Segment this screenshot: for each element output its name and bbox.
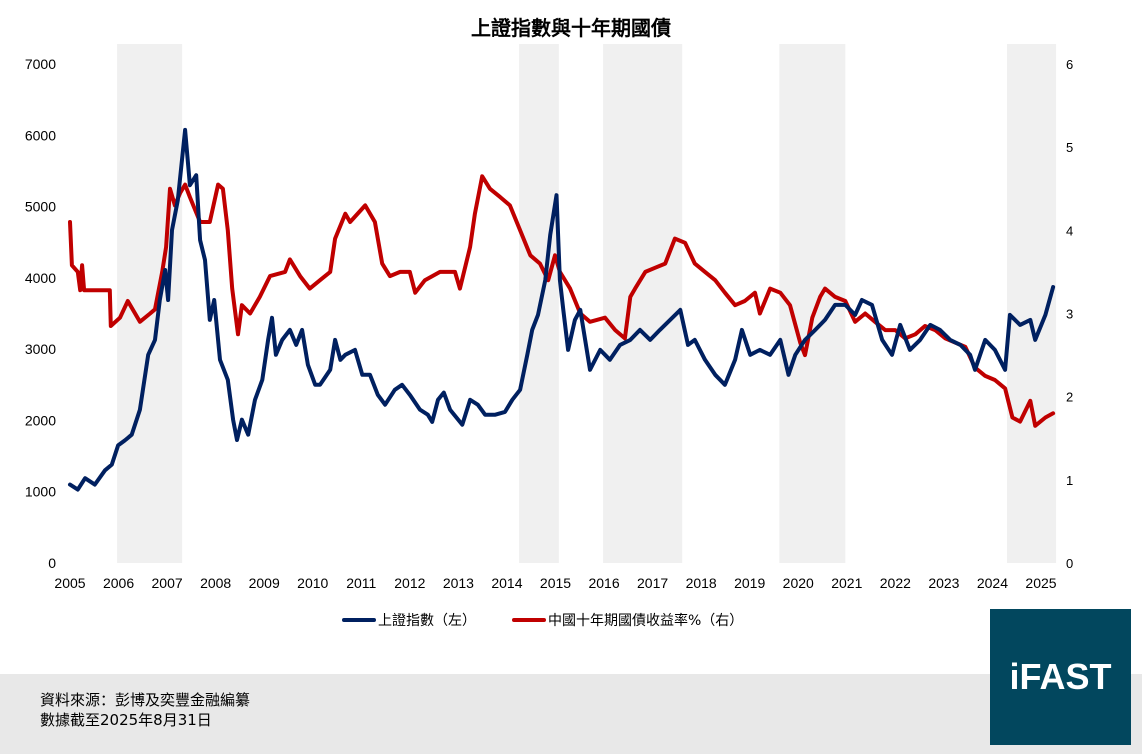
- legend-swatch-sse: [342, 618, 376, 622]
- left-axis-tick-label: 2000: [25, 412, 56, 428]
- source-text: 資料來源：彭博及奕豐金融編纂: [40, 691, 251, 709]
- shaded-period: [603, 44, 683, 563]
- chart-title: 上證指數與十年期國債: [471, 16, 671, 40]
- x-axis-tick-label: 2021: [831, 575, 862, 591]
- x-axis-tick-label: 2005: [54, 575, 85, 591]
- series-lines: [68, 127, 1056, 492]
- data-date-text: 數據截至2025年8月31日: [40, 711, 212, 729]
- left-axis-tick-label: 3000: [25, 341, 56, 357]
- x-axis-tick-label: 2015: [540, 575, 571, 591]
- source-note: 資料來源：彭博及奕豐金融編纂 數據截至2025年8月31日: [40, 690, 250, 730]
- legend-item-yield: 中國十年期國債收益率%（右）: [512, 610, 743, 630]
- x-axis-tick-label: 2024: [977, 575, 1008, 591]
- right-axis-tick-label: 3: [1066, 307, 1073, 322]
- sse-index-line: [68, 127, 1056, 492]
- ifast-logo: iFAST: [990, 609, 1131, 745]
- left-axis-tick-label: 1000: [25, 484, 56, 500]
- footer: 資料來源：彭博及奕豐金融編纂 數據截至2025年8月31日: [0, 674, 1142, 754]
- x-axis-tick-label: 2019: [734, 575, 765, 591]
- x-axis-tick-label: 2006: [103, 575, 134, 591]
- x-axis-tick-label: 2023: [928, 575, 959, 591]
- x-axis-tick-label: 2008: [200, 575, 231, 591]
- x-axis-tick-label: 2018: [686, 575, 717, 591]
- x-axis-tick-label: 2012: [394, 575, 425, 591]
- shaded-periods: [117, 44, 1057, 563]
- x-axis-tick-label: 2010: [297, 575, 328, 591]
- x-axis-tick-label: 2014: [491, 575, 522, 591]
- x-axis-tick-label: 2007: [152, 575, 183, 591]
- legend-label-yield: 中國十年期國債收益率%（右）: [548, 613, 744, 629]
- x-axis-tick-label: 2020: [783, 575, 814, 591]
- legend-label-sse: 上證指數（左）: [378, 613, 476, 629]
- right-axis-tick-label: 4: [1066, 223, 1073, 238]
- x-axis-tick-label: 2016: [588, 575, 619, 591]
- left-axis-tick-label: 0: [48, 555, 56, 571]
- bond-yield-line: [68, 174, 1056, 428]
- x-axis-tick-label: 2025: [1025, 575, 1056, 591]
- x-axis-tick-label: 2009: [249, 575, 280, 591]
- legend-item-sse: 上證指數（左）: [342, 610, 476, 630]
- legend: 上證指數（左） 中國十年期國債收益率%（右）: [342, 610, 779, 630]
- left-axis-tick-label: 6000: [25, 127, 56, 143]
- left-axis-tick-label: 5000: [25, 199, 56, 215]
- left-axis-ticks: 0 1000 2000 3000 4000 5000 6000 7000: [25, 56, 56, 571]
- x-axis-tick-label: 2022: [880, 575, 911, 591]
- line-chart: 0 1000 2000 3000 4000 5000 6000 7000 0 1 2 3 4 5 6 20…: [25, 44, 1073, 591]
- right-axis-tick-label: 5: [1066, 140, 1073, 155]
- right-axis-tick-label: 0: [1066, 556, 1073, 571]
- right-axis-tick-label: 2: [1066, 390, 1073, 405]
- right-axis-ticks: 0 1 2 3 4 5 6: [1066, 57, 1073, 571]
- right-axis-tick-label: 6: [1066, 57, 1073, 72]
- x-axis-tick-label: 2013: [443, 575, 474, 591]
- x-axis-ticks: 2005 2006 2007 2008 2009 2010 2011 2012 2013 2014…: [54, 575, 1056, 591]
- left-axis-tick-label: 4000: [25, 270, 56, 286]
- legend-swatch-yield: [512, 618, 546, 622]
- left-axis-tick-label: 7000: [25, 56, 56, 72]
- right-axis-tick-label: 1: [1066, 473, 1073, 488]
- x-axis-tick-label: 2011: [346, 575, 376, 591]
- x-axis-tick-label: 2017: [637, 575, 668, 591]
